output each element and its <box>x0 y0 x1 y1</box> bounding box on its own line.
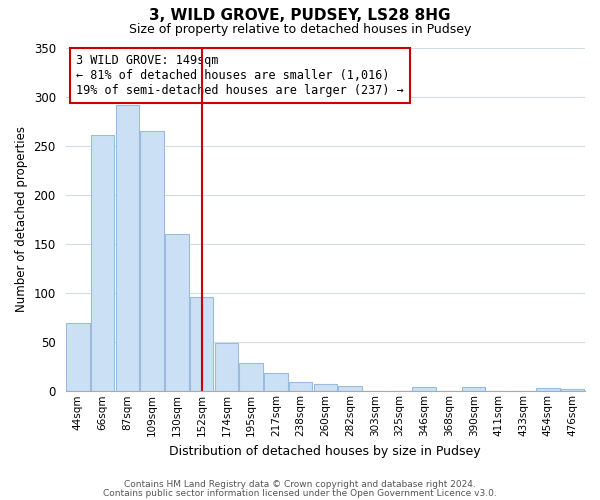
Text: 3, WILD GROVE, PUDSEY, LS28 8HG: 3, WILD GROVE, PUDSEY, LS28 8HG <box>149 8 451 22</box>
Text: Size of property relative to detached houses in Pudsey: Size of property relative to detached ho… <box>129 22 471 36</box>
Bar <box>215 343 238 392</box>
Bar <box>66 322 89 392</box>
Bar <box>536 388 560 392</box>
Bar <box>190 297 214 392</box>
Text: Contains HM Land Registry data © Crown copyright and database right 2024.: Contains HM Land Registry data © Crown c… <box>124 480 476 489</box>
Bar <box>289 382 312 392</box>
Bar <box>116 106 139 392</box>
Bar <box>314 384 337 392</box>
Bar <box>165 234 188 392</box>
Bar <box>140 131 164 392</box>
Text: 3 WILD GROVE: 149sqm
← 81% of detached houses are smaller (1,016)
19% of semi-de: 3 WILD GROVE: 149sqm ← 81% of detached h… <box>76 54 404 98</box>
Bar <box>338 386 362 392</box>
Bar <box>264 372 287 392</box>
Bar <box>239 363 263 392</box>
Bar <box>462 388 485 392</box>
X-axis label: Distribution of detached houses by size in Pudsey: Distribution of detached houses by size … <box>169 444 481 458</box>
Y-axis label: Number of detached properties: Number of detached properties <box>15 126 28 312</box>
Bar <box>561 390 584 392</box>
Bar <box>91 135 115 392</box>
Bar <box>412 388 436 392</box>
Text: Contains public sector information licensed under the Open Government Licence v3: Contains public sector information licen… <box>103 489 497 498</box>
